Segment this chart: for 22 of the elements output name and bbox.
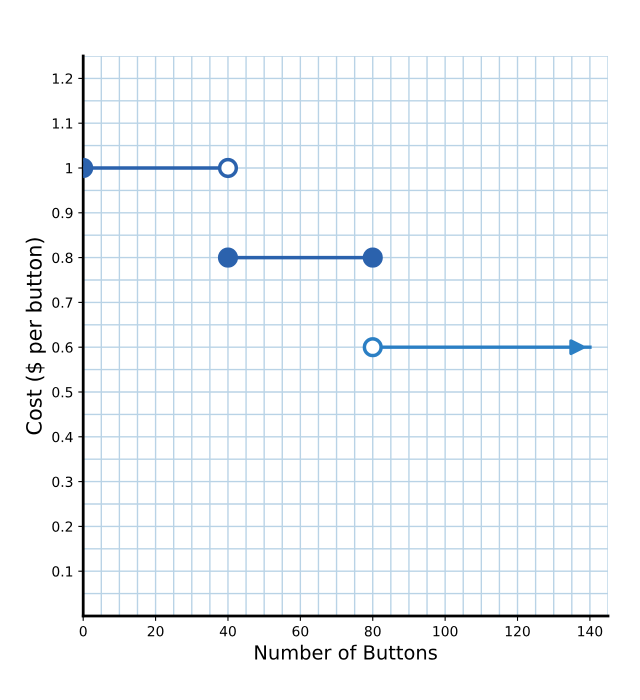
y-tick-label: 0.8: [52, 252, 73, 264]
x-tick-label: 60: [292, 626, 308, 636]
y-tick-label: 0.6: [52, 342, 73, 353]
y-tick-label: 1.1: [52, 118, 72, 128]
y-tick-label: 1.2: [52, 73, 72, 84]
y-tick-label: 0.2: [52, 521, 72, 532]
x-tick-label: 120: [506, 626, 530, 636]
y-tick-label: 0.5: [52, 386, 72, 398]
x-tick-label: 0: [80, 626, 87, 636]
x-tick-label: 80: [364, 626, 381, 636]
y-tick-label: 0.4: [52, 432, 73, 442]
x-tick-label: 100: [433, 626, 458, 636]
y-tick-label: 0.1: [52, 566, 72, 577]
x-axis-title: Number of Buttons: [255, 644, 437, 660]
x-tick-label: 20: [148, 626, 164, 636]
x-tick-label: 40: [220, 626, 236, 636]
y-tick-label: 0.3: [52, 476, 72, 488]
y-axis-title: Cost ($ per button): [26, 238, 46, 434]
y-tick-label: 0.9: [52, 208, 72, 218]
y-tick-label: 1: [66, 163, 72, 174]
y-tick-label: 0.7: [52, 297, 72, 308]
x-tick-label: 140: [578, 626, 602, 636]
